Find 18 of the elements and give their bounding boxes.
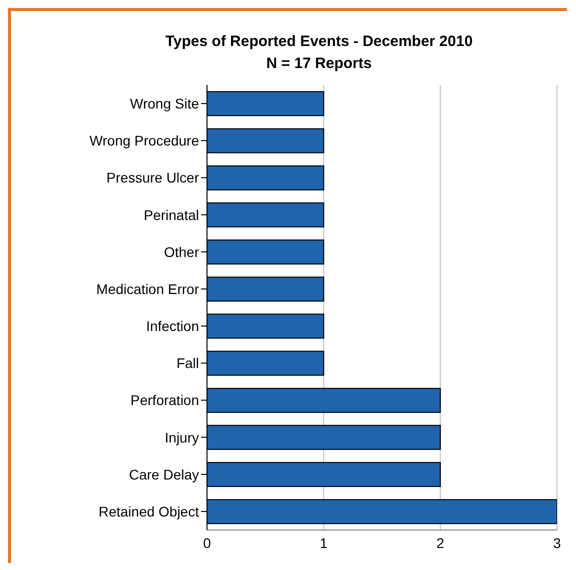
chart-title: Types of Reported Events - December 2010 bbox=[164, 32, 474, 52]
y-tick-label: Perinatal bbox=[144, 206, 199, 223]
y-tick-label: Other bbox=[164, 244, 200, 260]
y-tick-label: Retained Object bbox=[98, 503, 200, 520]
x-tick-label: 0 bbox=[203, 534, 212, 551]
y-tick-label: Infection bbox=[146, 318, 199, 334]
y-tick-label: Care Delay bbox=[128, 466, 199, 482]
x-tick-label: 2 bbox=[436, 534, 444, 551]
x-tick-label: 3 bbox=[553, 534, 562, 551]
y-tick-label: Medication Error bbox=[96, 280, 200, 297]
y-tick-label: Fall bbox=[176, 355, 199, 372]
y-tick-label: Wrong Site bbox=[130, 96, 200, 112]
y-tick-label: Wrong Procedure bbox=[90, 132, 200, 149]
chart-subtitle: N = 17 Reports bbox=[265, 54, 373, 74]
y-tick-label: Perforation bbox=[130, 392, 199, 408]
y-tick-label: Injury bbox=[164, 429, 199, 446]
x-tick-label: 1 bbox=[320, 534, 328, 551]
y-tick-label: Pressure Ulcer bbox=[106, 170, 200, 186]
